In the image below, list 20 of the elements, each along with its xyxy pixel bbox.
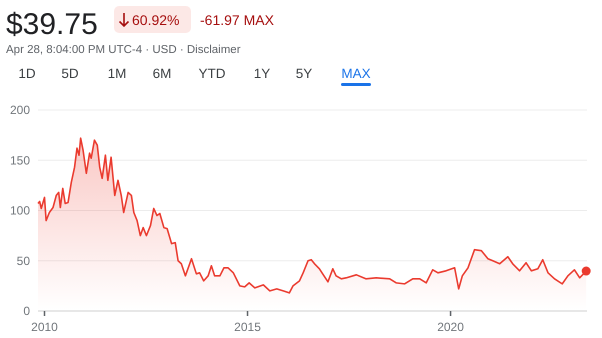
text: YTD (198, 66, 226, 81)
y-tick-label: 200 (10, 103, 30, 117)
x-tick-label: 2020 (437, 320, 464, 334)
y-tick-label: 150 (10, 153, 30, 168)
y-tick-label: 50 (16, 254, 30, 268)
chart-subtitle: Apr 28, 8:04:00 PM UTC-4 · USD · Disclaimer (6, 44, 241, 56)
x-tick-label: 2010 (31, 320, 58, 334)
text: 60.92% (132, 12, 180, 28)
y-tick-label: 0 (23, 304, 30, 318)
text: 1D (18, 66, 36, 81)
text: 5D (61, 66, 79, 81)
text: MAX (341, 66, 371, 81)
y-tick-label: 100 (10, 204, 30, 218)
text: -61.97 MAX (200, 12, 275, 28)
x-tick-label: 2015 (234, 320, 262, 334)
text: 6M (152, 66, 172, 81)
text: 1Y (254, 66, 270, 81)
text: 1M (108, 66, 126, 81)
chart-title: $39.75 (6, 8, 98, 41)
text: 5Y (296, 66, 312, 81)
